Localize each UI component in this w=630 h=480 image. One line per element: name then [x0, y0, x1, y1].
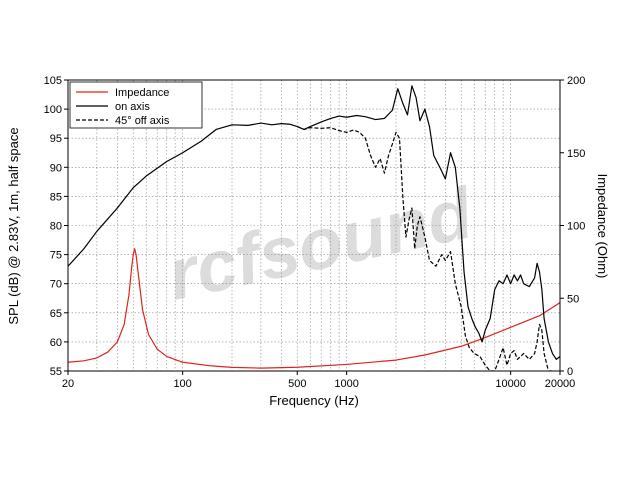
y-tick-label: 60	[50, 337, 62, 349]
series-layer	[68, 85, 560, 371]
y-tick-label: 95	[50, 133, 62, 145]
legend-label-off-axis: 45° off axis	[115, 115, 170, 127]
y-tick-label: 55	[50, 366, 62, 378]
y-axis-title: SPL (dB) @ 2.83V, 1m, half space	[6, 127, 21, 324]
x-tick-label: 500	[288, 378, 306, 390]
y2-tick-label: 0	[567, 366, 573, 378]
y2-tick-label: 100	[567, 221, 585, 233]
x-tick-label: 20	[62, 378, 74, 390]
on-axis-line	[68, 85, 560, 360]
y-tick-label: 90	[50, 162, 62, 174]
off-axis-line	[297, 126, 553, 371]
impedance-line	[68, 248, 560, 369]
y-tick-label: 105	[44, 75, 62, 87]
y-tick-label: 70	[50, 279, 62, 291]
x-tick-label: 10000	[495, 378, 526, 390]
legend: Impedance on axis 45° off axis	[69, 81, 203, 129]
x-tick-label: 100	[173, 378, 191, 390]
y2-tick-label: 50	[567, 293, 579, 305]
legend-label-impedance: Impedance	[115, 87, 169, 99]
y-tick-label: 100	[44, 104, 62, 116]
y-tick-label: 65	[50, 308, 62, 320]
y-tick-label: 85	[50, 191, 62, 203]
x-tick-label: 1000	[334, 378, 358, 390]
y-tick-label: 80	[50, 221, 62, 233]
y-tick-label: 75	[50, 250, 62, 262]
legend-label-on-axis: on axis	[115, 101, 150, 113]
axis-ticks: 20 100 500 1000 10000 20000556065707580859095…	[44, 75, 586, 390]
x-tick-label: 20000	[545, 378, 576, 390]
y2-tick-label: 200	[567, 75, 585, 87]
y2-tick-label: 150	[567, 148, 585, 160]
y2-axis-title: Impedance (Ohm)	[595, 174, 610, 279]
x-axis-title: Frequency (Hz)	[269, 393, 359, 408]
